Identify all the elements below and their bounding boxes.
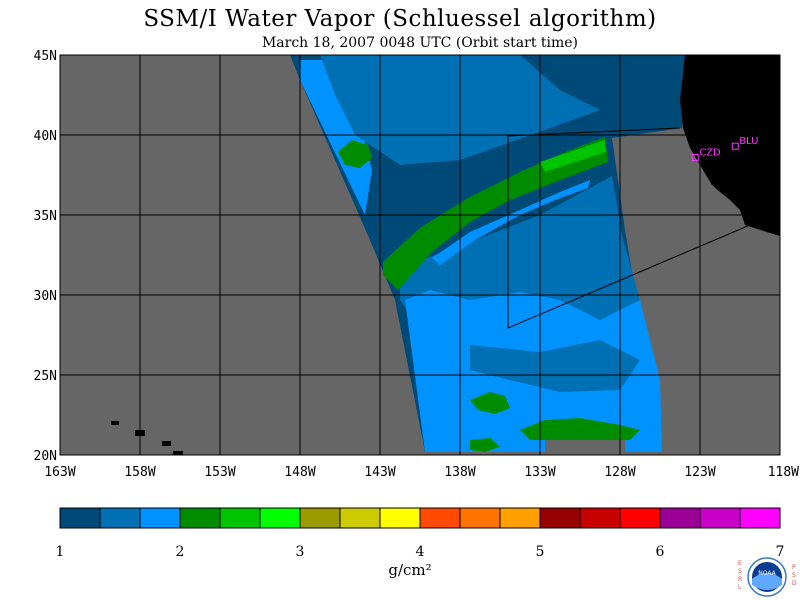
colorbar-swatch: [619, 507, 661, 529]
lon-label: 138W: [444, 465, 475, 480]
lat-label: 30N: [34, 289, 57, 304]
colorbar-swatch: [339, 507, 381, 529]
lon-label: 143W: [364, 465, 395, 480]
colorbar-label: 6: [656, 544, 665, 560]
moisture-band-green: [383, 137, 608, 290]
colorbar-swatch: [219, 507, 261, 529]
moisture-band-bright: [540, 140, 606, 172]
colorbar-swatch: [139, 507, 181, 529]
latitude-labels: 45N 40N 35N 30N 25N 20N: [34, 49, 57, 464]
colorbar-swatch: [299, 507, 341, 529]
swath-south-dark: [470, 340, 640, 392]
map-title: SSM/I Water Vapor (Schluessel algorithm): [143, 6, 657, 32]
colorbar-label: 2: [176, 544, 185, 560]
lon-label: 128W: [604, 465, 635, 480]
colorbar-swatch: [59, 507, 101, 529]
no-data-patch: [545, 440, 625, 452]
colorbar-label: 3: [296, 544, 305, 560]
moisture-band-blue-core: [432, 180, 590, 265]
map-frame: [59, 54, 781, 456]
colorbar-swatch: [579, 507, 621, 529]
lat-label: 35N: [34, 209, 57, 224]
colorbar-swatch: [419, 507, 461, 529]
green-patch-nw: [338, 140, 372, 168]
colorbar-label: 7: [776, 544, 785, 560]
stations-layer: CZD BLU: [691, 136, 758, 161]
green-patch-s1: [470, 392, 510, 414]
colorbar-swatch: [659, 507, 701, 529]
noaa-logo-text: NOAA: [758, 570, 776, 577]
station-label: BLU: [739, 136, 758, 147]
colorbar-swatch: [539, 507, 581, 529]
lat-label: 25N: [34, 369, 57, 384]
lat-label: 40N: [34, 129, 57, 144]
lon-label: 163W: [44, 465, 75, 480]
colorbar-label: 4: [416, 544, 425, 560]
lat-lon-grid: [60, 55, 780, 455]
land-california: [680, 55, 780, 236]
map-subtitle: March 18, 2007 0048 UTC (Orbit start tim…: [261, 35, 579, 51]
station-marker: [691, 153, 699, 161]
longitude-labels: 163W 158W 153W 148W 143W 138W 133W 128W 123W 118W: [44, 465, 799, 480]
colorbar: [59, 507, 781, 529]
lat-label: 20N: [34, 449, 57, 464]
colorbar-swatch: [379, 507, 421, 529]
lon-label: 133W: [524, 465, 555, 480]
lon-label: 118W: [768, 465, 799, 480]
colorbar-label: 5: [536, 544, 545, 560]
lon-label: 158W: [124, 465, 155, 480]
colorbar-swatch: [739, 507, 781, 529]
noaa-logo-wave: [752, 573, 782, 590]
green-patch-s3: [470, 438, 500, 452]
green-patch-s2: [520, 418, 640, 440]
station-label: CZD: [699, 147, 721, 158]
colorbar-swatch: [259, 507, 301, 529]
domain-outline: [507, 127, 751, 329]
colorbar-swatch: [699, 507, 741, 529]
lon-label: 123W: [684, 465, 715, 480]
colorbar-label: 1: [56, 544, 65, 560]
colorbar-swatch: [499, 507, 541, 529]
colorbar-swatch: [99, 507, 141, 529]
lat-label: 45N: [34, 49, 57, 64]
colorbar-labels: 1 2 3 4 5 6 7: [56, 544, 785, 560]
colorbar-unit: g/cm²: [388, 561, 432, 579]
lon-label: 153W: [204, 465, 235, 480]
colorbar-swatch: [179, 507, 221, 529]
station-marker: [731, 142, 739, 150]
colorbar-swatch: [459, 507, 501, 529]
lon-label: 148W: [284, 465, 315, 480]
